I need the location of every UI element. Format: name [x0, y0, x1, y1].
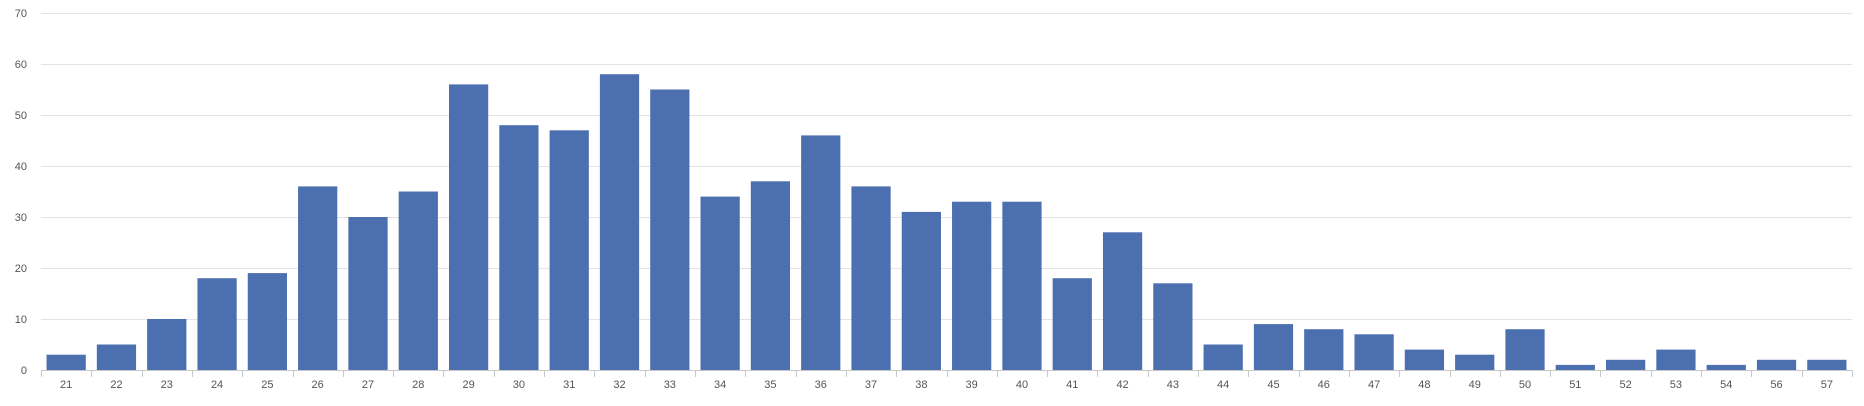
x-tick-label: 25	[261, 379, 273, 391]
x-tick-label: 48	[1418, 379, 1430, 391]
x-tick-label: 23	[161, 379, 173, 391]
x-tick-label: 33	[664, 379, 676, 391]
x-tick-label: 47	[1368, 379, 1380, 391]
x-tick-label: 51	[1569, 379, 1581, 391]
x-tick-label: 50	[1519, 379, 1531, 391]
x-tick-label: 56	[1770, 379, 1782, 391]
x-tick-label: 29	[462, 379, 474, 391]
x-tick-label: 32	[613, 379, 625, 391]
bar-23	[147, 319, 187, 370]
bar-43	[1153, 283, 1193, 370]
y-tick-label: 20	[15, 263, 27, 275]
x-axis-tick-labels: 21 22 23 24 25 26 27 28 29 30 31 32 33 34 35 36 37 38 39 40…	[60, 379, 1833, 391]
bar-21	[46, 354, 86, 370]
bar-34	[700, 196, 740, 370]
x-tick-label: 27	[362, 379, 374, 391]
x-tick-label: 36	[815, 379, 827, 391]
bar-41	[1052, 278, 1092, 370]
x-tick-label: 24	[211, 379, 223, 391]
bar-31	[549, 130, 589, 370]
bar-48	[1404, 349, 1445, 370]
x-tick-label: 38	[915, 379, 927, 391]
bar-32	[599, 74, 640, 370]
bar-42	[1102, 232, 1143, 370]
bar-53	[1656, 349, 1696, 370]
x-tick-label: 40	[1016, 379, 1028, 391]
x-axis	[41, 370, 1853, 377]
bar-30	[499, 125, 539, 370]
bar-45	[1253, 324, 1294, 370]
x-tick-label: 26	[312, 379, 324, 391]
x-tick-label: 22	[110, 379, 122, 391]
y-tick-label: 30	[15, 212, 27, 224]
y-tick-label: 0	[21, 365, 27, 377]
x-tick-label: 30	[513, 379, 525, 391]
x-tick-label: 39	[966, 379, 978, 391]
bar-22	[96, 344, 137, 370]
y-tick-label: 50	[15, 110, 27, 122]
x-tick-label: 37	[865, 379, 877, 391]
bar-25	[247, 273, 287, 370]
grid	[41, 13, 1852, 320]
bar-29	[448, 84, 489, 371]
bar-37	[851, 186, 891, 370]
bar-28	[398, 191, 438, 370]
bar-24	[197, 278, 237, 370]
bar-38	[901, 211, 941, 370]
bar-35	[750, 181, 791, 370]
x-tick-label: 45	[1267, 379, 1279, 391]
bar-56	[1756, 359, 1797, 370]
bars	[46, 74, 1847, 371]
bar-46	[1304, 329, 1344, 370]
x-tick-label: 54	[1720, 379, 1732, 391]
bar-26	[298, 186, 338, 370]
bar-27	[348, 217, 388, 370]
bar-33	[650, 89, 690, 370]
x-tick-label: 53	[1670, 379, 1682, 391]
x-tick-label: 42	[1116, 379, 1128, 391]
x-tick-label: 46	[1318, 379, 1330, 391]
bar-40	[1002, 201, 1042, 370]
bar-47	[1354, 334, 1394, 370]
x-tick-label: 44	[1217, 379, 1229, 391]
x-tick-label: 21	[60, 379, 72, 391]
x-tick-label: 43	[1167, 379, 1179, 391]
bar-50	[1505, 329, 1545, 370]
y-tick-label: 40	[15, 161, 27, 173]
bar-44	[1203, 344, 1243, 370]
bar-49	[1455, 354, 1495, 370]
x-tick-label: 52	[1620, 379, 1632, 391]
bar-54	[1706, 364, 1746, 370]
x-tick-label: 57	[1821, 379, 1833, 391]
y-tick-label: 60	[15, 59, 27, 71]
y-tick-label: 70	[15, 8, 27, 20]
x-tick-label: 28	[412, 379, 424, 391]
x-tick-label: 49	[1469, 379, 1481, 391]
bar-51	[1555, 364, 1595, 370]
bar-36	[801, 135, 841, 370]
bar-39	[952, 201, 992, 370]
y-tick-label: 10	[15, 314, 27, 326]
x-tick-label: 35	[764, 379, 776, 391]
x-tick-label: 34	[714, 379, 726, 391]
y-axis-tick-labels: 0 10 20 30 40 50 60 70	[15, 8, 27, 377]
x-tick-label: 41	[1066, 379, 1078, 391]
x-tick-label: 31	[563, 379, 575, 391]
bar-57	[1807, 359, 1847, 370]
bar-52	[1606, 359, 1646, 370]
